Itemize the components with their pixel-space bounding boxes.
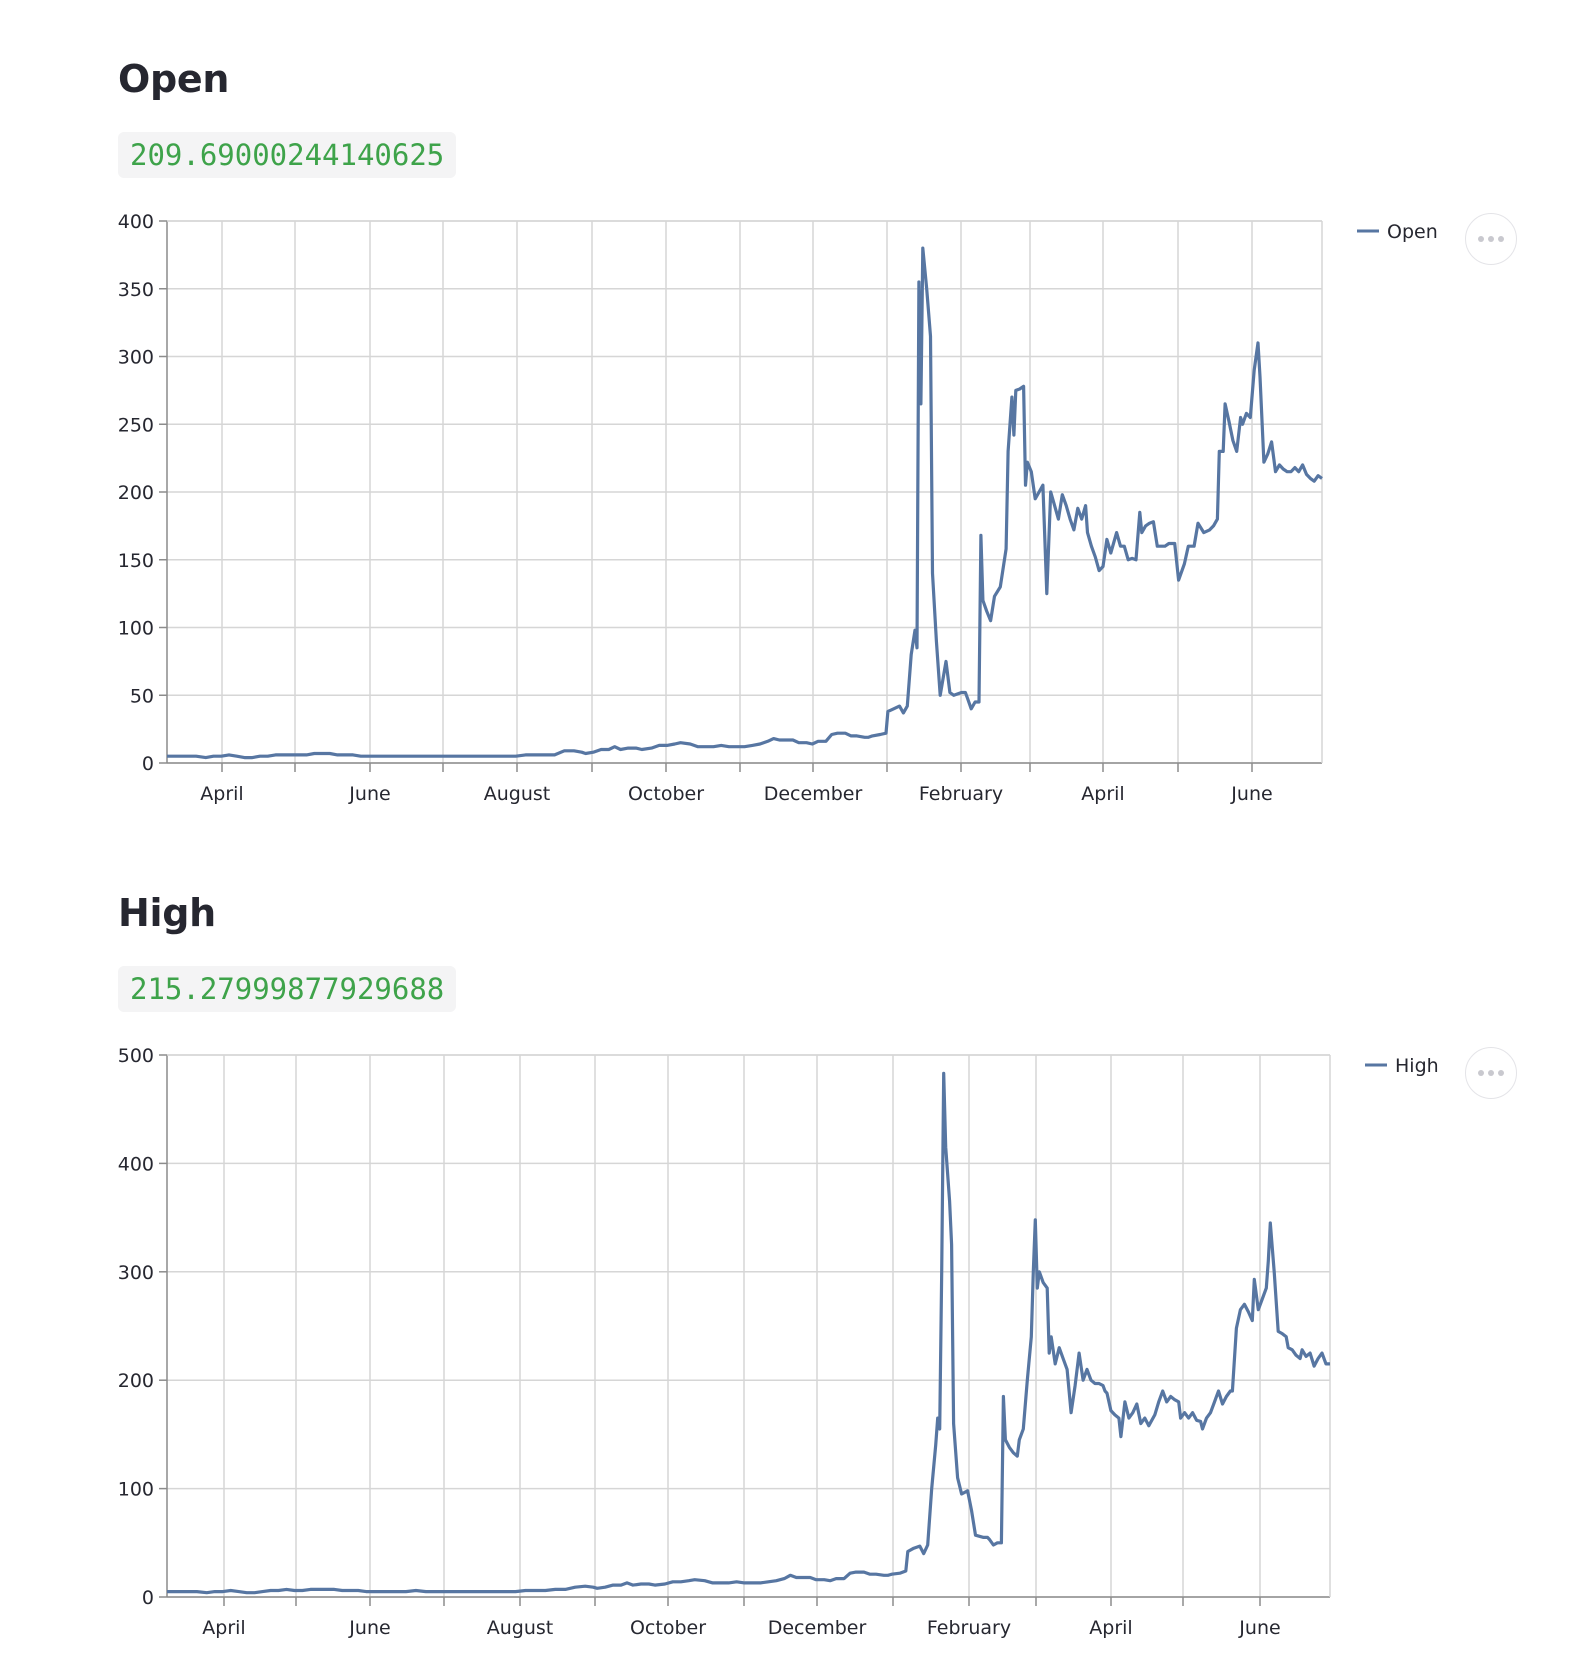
y-tick-label: 200: [118, 482, 154, 504]
y-tick-label: 200: [118, 1370, 154, 1392]
y-tick-label: 500: [118, 1045, 154, 1067]
more-options-button[interactable]: [1465, 213, 1517, 265]
x-tick-label: August: [484, 783, 551, 805]
dot-icon: [1498, 236, 1504, 242]
line-chart-high: 0 100 200 300 400 500 April June August October De…: [118, 1045, 1439, 1639]
x-tick-label: October: [630, 1617, 706, 1639]
y-tick-label: 0: [142, 753, 154, 775]
series-line-open: [167, 246, 1323, 760]
x-tick-label: February: [927, 1617, 1011, 1639]
x-tick-label: April: [1081, 783, 1124, 805]
x-tick-label: February: [919, 783, 1003, 805]
dot-icon: [1488, 1070, 1494, 1076]
y-tick-label: 50: [130, 685, 154, 707]
section-title: High: [118, 891, 216, 935]
y-tick-label: 300: [118, 347, 154, 369]
x-tick-label: June: [348, 783, 390, 805]
x-tick-label: June: [348, 1617, 390, 1639]
y-tick-label: 0: [142, 1587, 154, 1609]
x-tick-label: December: [768, 1617, 867, 1639]
x-tick-label: April: [202, 1617, 245, 1639]
x-tick-label: August: [487, 1617, 554, 1639]
x-tick-label: April: [1089, 1617, 1132, 1639]
x-tick-label: April: [200, 783, 243, 805]
y-tick-label: 400: [118, 211, 154, 233]
metric-value: 209.69000244140625: [118, 132, 457, 178]
x-tick-label: June: [1238, 1617, 1280, 1639]
section-title: Open: [118, 57, 230, 101]
dot-icon: [1498, 1070, 1504, 1076]
dot-icon: [1478, 1070, 1484, 1076]
y-tick-label: 300: [118, 1262, 154, 1284]
dot-icon: [1488, 236, 1494, 242]
x-tick-label: October: [628, 783, 704, 805]
y-tick-label: 350: [118, 279, 154, 301]
y-tick-label: 250: [118, 414, 154, 436]
legend-label: High: [1395, 1055, 1439, 1077]
x-tick-label: December: [764, 783, 863, 805]
series-line-high: [167, 1071, 1330, 1595]
y-tick-label: 100: [118, 618, 154, 640]
more-options-button[interactable]: [1465, 1047, 1517, 1099]
legend-label: Open: [1387, 221, 1438, 243]
y-tick-label: 100: [118, 1479, 154, 1501]
y-tick-label: 400: [118, 1153, 154, 1175]
line-chart-open: 0 50 100 150 200 250 300 350 400 April June August O…: [118, 211, 1438, 805]
dot-icon: [1478, 236, 1484, 242]
x-tick-label: June: [1230, 783, 1272, 805]
y-tick-label: 150: [118, 550, 154, 572]
metric-value: 215.27999877929688: [118, 966, 457, 1012]
